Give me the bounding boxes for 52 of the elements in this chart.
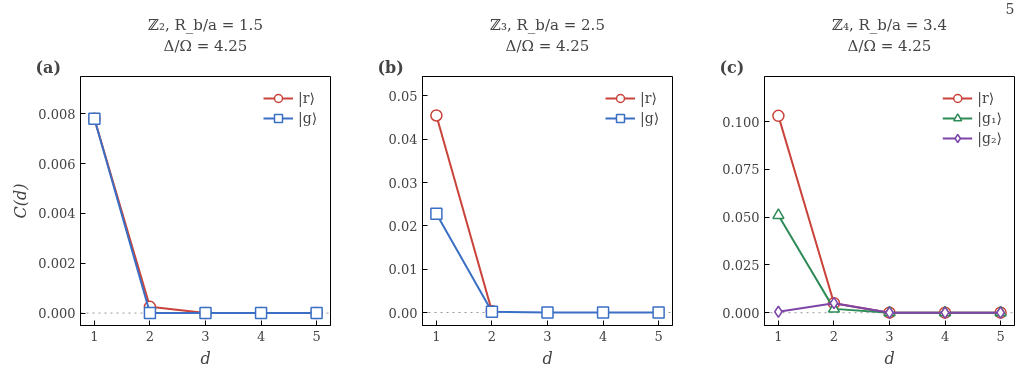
text: (a) (35, 57, 62, 77)
x-axis-title: d (200, 348, 211, 368)
chart-title: ℤ₂, R_b/a = 1.5 (148, 15, 263, 34)
y-tick-label: 0.100 (722, 114, 760, 130)
x-axis-title: d (542, 348, 553, 368)
y-tick-label: 0.04 (388, 132, 418, 148)
y-tick-label: 0.02 (388, 218, 418, 234)
x-tick-label: 4 (598, 328, 608, 344)
text: (c) (719, 57, 745, 77)
x-tick-label: 1 (432, 328, 441, 344)
legend-label: |r⟩ (298, 90, 316, 106)
chart-title: ℤ₃, R_b/a = 2.5 (490, 15, 605, 34)
y-tick-label: 0.075 (722, 162, 760, 178)
legend-label: |g₁⟩ (977, 110, 1002, 126)
chart-subtitle: Δ/Ω = 4.25 (163, 36, 248, 55)
y-tick-label: 0.050 (722, 210, 760, 226)
x-tick-label: 1 (90, 328, 99, 344)
y-tick-label: 0.002 (38, 256, 76, 272)
y-tick-label: 0.004 (38, 206, 76, 222)
x-tick-label: 3 (543, 328, 552, 344)
legend-label: |r⟩ (640, 90, 658, 106)
x-tick-label: 2 (829, 328, 839, 344)
chart-title: ℤ₄, R_b/a = 3.4 (832, 15, 947, 34)
legend-label: |g⟩ (640, 110, 660, 126)
y-axis-title: C(d) (11, 183, 31, 219)
x-tick-label: 4 (940, 328, 950, 344)
y-tick-label: 0.05 (388, 88, 418, 104)
y-tick-label: 0.01 (388, 262, 418, 278)
x-tick-label: 1 (774, 328, 783, 344)
y-tick-label: 0.000 (722, 305, 760, 321)
y-tick-label: 0.000 (38, 306, 76, 322)
x-tick-label: 2 (145, 328, 155, 344)
y-tick-label: 0.008 (38, 106, 76, 122)
y-tick-label: 0.00 (388, 305, 418, 321)
chart-subtitle: Δ/Ω = 4.25 (847, 36, 932, 55)
y-tick-label: 0.006 (38, 156, 76, 172)
legend-label: |g⟩ (298, 110, 318, 126)
chart-subtitle: Δ/Ω = 4.25 (505, 36, 590, 55)
x-tick-label: 5 (996, 328, 1005, 344)
x-tick-label: 5 (312, 328, 321, 344)
legend-label: |r⟩ (977, 90, 996, 106)
x-tick-label: 4 (256, 328, 266, 344)
x-tick-label: 5 (654, 328, 663, 344)
text: 5 (1005, 0, 1015, 17)
x-tick-label: 3 (201, 328, 210, 344)
x-axis-title: d (884, 348, 895, 368)
text: (b) (377, 57, 404, 77)
y-tick-label: 0.025 (722, 257, 760, 273)
y-tick-label: 0.03 (388, 175, 418, 191)
x-tick-label: 3 (885, 328, 894, 344)
legend-label: |g₂⟩ (977, 130, 1002, 146)
x-tick-label: 2 (487, 328, 497, 344)
